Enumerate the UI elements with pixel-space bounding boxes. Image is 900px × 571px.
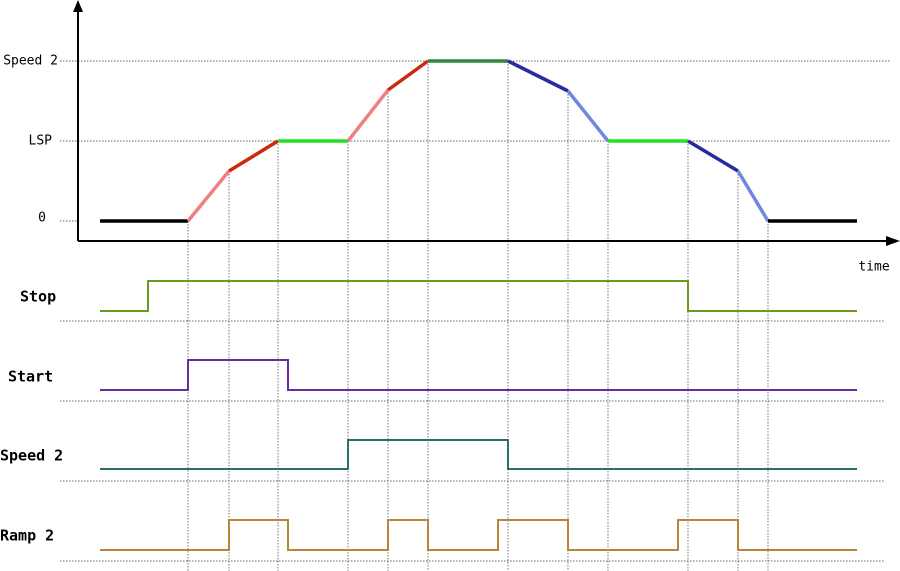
signal-label: Start xyxy=(8,368,53,386)
signal-label: Speed 2 xyxy=(0,447,63,465)
level-label: Speed 2 xyxy=(3,54,58,69)
level-label: 0 xyxy=(38,211,46,226)
waveforms xyxy=(100,280,857,551)
signal-label: Stop xyxy=(20,288,56,306)
axis-label: time xyxy=(858,260,889,275)
level-label: LSP xyxy=(29,134,53,149)
axes xyxy=(73,0,900,246)
speed-profile xyxy=(100,59,857,223)
guides xyxy=(60,60,890,571)
signal-label: Ramp 2 xyxy=(0,527,54,545)
